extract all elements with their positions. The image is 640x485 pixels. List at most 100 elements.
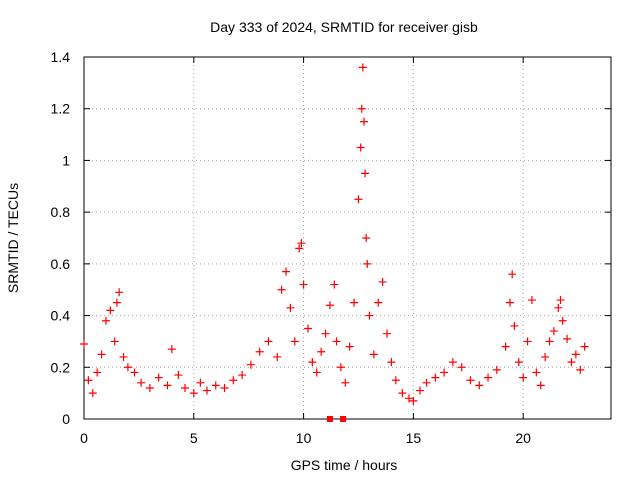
data-point xyxy=(336,363,345,372)
data-point xyxy=(519,373,528,382)
data-point xyxy=(321,329,330,338)
data-point xyxy=(332,337,341,346)
data-point xyxy=(84,376,93,385)
data-point xyxy=(523,337,532,346)
data-point xyxy=(299,280,308,289)
data-point xyxy=(80,340,88,349)
data-point xyxy=(387,358,396,367)
data-point xyxy=(312,368,321,377)
data-point xyxy=(571,350,580,359)
data-point xyxy=(357,104,366,113)
x-axis-label: GPS time / hours xyxy=(291,457,398,473)
data-point xyxy=(106,306,115,315)
data-point xyxy=(246,360,255,369)
data-point xyxy=(101,316,110,325)
data-point xyxy=(431,373,440,382)
data-point xyxy=(110,337,119,346)
data-point xyxy=(558,316,567,325)
data-point xyxy=(508,270,517,279)
data-point xyxy=(88,389,97,398)
y-tick-label: 1.4 xyxy=(51,49,71,65)
data-point xyxy=(308,358,317,367)
data-point xyxy=(325,301,334,310)
x-tick-label: 5 xyxy=(190,430,198,446)
data-point xyxy=(350,298,359,307)
x-tick-label: 0 xyxy=(80,430,88,446)
data-point xyxy=(163,381,172,390)
y-tick-label: 1.2 xyxy=(51,101,71,117)
data-point xyxy=(556,296,565,305)
data-point xyxy=(354,195,363,204)
data-point xyxy=(527,296,536,305)
data-point xyxy=(97,350,106,359)
data-point xyxy=(545,337,554,346)
highlight-point xyxy=(326,416,333,422)
x-tick-label: 15 xyxy=(406,430,422,446)
data-point xyxy=(330,280,339,289)
data-point xyxy=(123,363,132,372)
data-point xyxy=(119,352,128,361)
data-point xyxy=(145,383,154,392)
data-point xyxy=(189,389,198,398)
data-point xyxy=(391,376,400,385)
plot-frame xyxy=(83,56,612,420)
data-point xyxy=(475,381,484,390)
data-point xyxy=(576,365,585,374)
y-tick-label: 0.8 xyxy=(51,204,71,220)
data-point xyxy=(181,383,190,392)
data-point xyxy=(563,334,572,343)
data-point xyxy=(363,259,372,268)
data-point xyxy=(174,371,183,380)
data-point xyxy=(295,244,304,253)
data-point xyxy=(356,143,365,152)
data-point xyxy=(378,277,387,286)
data-point xyxy=(229,376,238,385)
data-point xyxy=(358,63,367,72)
data-point xyxy=(369,350,378,359)
data-point xyxy=(154,373,163,382)
x-tick-label: 10 xyxy=(296,430,312,446)
data-point xyxy=(93,368,102,377)
grid xyxy=(84,57,611,419)
data-point xyxy=(549,327,558,336)
data-point xyxy=(567,358,576,367)
data-point xyxy=(303,324,312,333)
data-point xyxy=(536,381,545,390)
data-point xyxy=(130,368,139,377)
data-point xyxy=(383,329,392,338)
y-tick-label: 0.2 xyxy=(51,359,71,375)
data-point xyxy=(115,288,124,297)
data-point xyxy=(361,169,370,178)
data-point xyxy=(448,358,457,367)
data-point xyxy=(112,298,121,307)
data-point xyxy=(374,298,383,307)
data-point xyxy=(317,347,326,356)
data-point xyxy=(277,285,286,294)
data-point xyxy=(457,363,466,372)
data-point xyxy=(466,376,475,385)
data-point xyxy=(202,386,211,395)
x-tick-label: 20 xyxy=(515,430,531,446)
data-point xyxy=(362,234,371,242)
data-point xyxy=(580,342,589,351)
data-point xyxy=(484,373,493,382)
data-point xyxy=(211,381,220,390)
data-point xyxy=(422,378,431,387)
axis-ticks: 0 0.2 0.4 0.6 0.8 1 1.2 1.4 0 5 10 15 20 xyxy=(51,49,611,446)
y-tick-label: 0.4 xyxy=(51,308,71,324)
data-point xyxy=(501,342,510,351)
data-point xyxy=(137,378,146,387)
data-point xyxy=(220,383,229,392)
y-tick-label: 1 xyxy=(62,152,70,168)
data-point xyxy=(404,394,413,403)
data-point xyxy=(365,311,374,320)
data-point xyxy=(282,267,291,276)
data-point xyxy=(273,352,282,361)
data-point xyxy=(532,368,541,377)
data-point xyxy=(415,386,424,395)
y-tick-label: 0 xyxy=(62,411,70,427)
data-point xyxy=(345,342,354,351)
y-axis-label: SRMTID / TECUs xyxy=(5,183,21,293)
